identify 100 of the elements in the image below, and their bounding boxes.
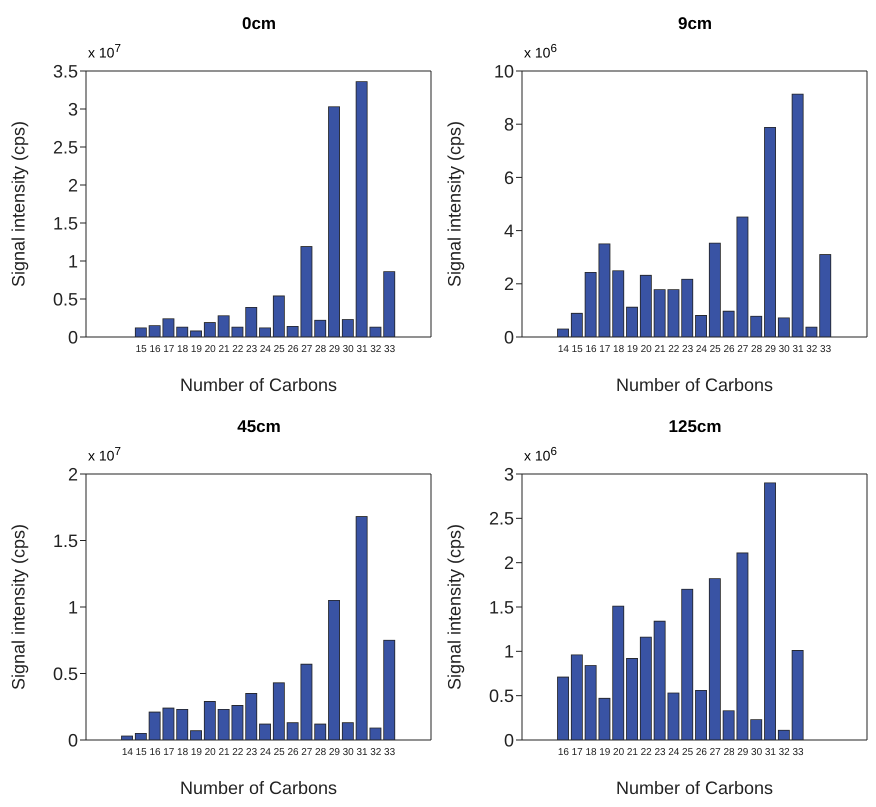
- y-tick-label: 0: [504, 327, 514, 348]
- y-axis-title: Signal intensity (cps): [444, 524, 464, 690]
- x-tick-label: 26: [723, 344, 735, 356]
- x-tick-label: 30: [342, 344, 354, 356]
- y-tick-label: 1.5: [52, 213, 78, 234]
- x-tick-label: 24: [696, 344, 708, 356]
- y-tick-label: 1.5: [488, 597, 514, 618]
- x-tick-label: 26: [287, 344, 299, 356]
- x-tick-label: 23: [654, 747, 666, 758]
- y-tick-label: 0.5: [52, 289, 78, 310]
- x-tick-label: 33: [384, 344, 396, 356]
- text: x 10$^{7}$: [88, 42, 121, 61]
- y-tick-label: 1: [68, 251, 78, 272]
- x-tick-label: 32: [778, 747, 790, 758]
- x-tick-label: 22: [232, 747, 244, 758]
- x-tick-label: 20: [613, 747, 625, 758]
- chart-title: 45cm: [236, 417, 282, 437]
- x-tick-label: 14: [558, 344, 570, 356]
- x-tick-label: 25: [274, 344, 286, 356]
- y-tick-label: 6: [504, 168, 514, 188]
- x-tick-label: 21: [654, 344, 666, 356]
- x-axis-title: Number of Carbons: [180, 778, 338, 798]
- x-tick-label: 28: [723, 747, 735, 758]
- x-tick-label: 17: [163, 747, 175, 758]
- x-tick-label: 16: [558, 747, 570, 758]
- x-axis-title: Number of Carbons: [616, 778, 774, 798]
- x-tick-label: 31: [356, 344, 368, 356]
- y-axis-title: Signal intensity (cps): [8, 120, 28, 288]
- x-tick-label: 25: [710, 344, 722, 356]
- y-tick-label: 0: [68, 730, 78, 750]
- x-tick-label: 21: [626, 747, 638, 758]
- x-tick-label: 22: [640, 747, 652, 758]
- x-tick-label: 19: [190, 344, 202, 356]
- y-tick-label: 0: [504, 730, 514, 750]
- text: x 10$^{7}$: [88, 445, 121, 464]
- x-tick-label: 24: [668, 747, 680, 758]
- x-tick-label: 32: [806, 344, 818, 356]
- y-tick-label: 10: [494, 61, 514, 82]
- x-tick-label: 31: [792, 344, 804, 356]
- x-tick-label: 30: [778, 344, 790, 356]
- y-tick-label: 3.5: [52, 61, 78, 82]
- y-axis-title: Signal intensity (cps): [8, 524, 28, 690]
- chart-title: 9cm: [676, 14, 714, 34]
- x-tick-label: 28: [315, 747, 327, 758]
- x-tick-label: 33: [384, 747, 396, 758]
- x-tick-label: 14: [122, 747, 134, 758]
- x-tick-label: 18: [177, 344, 189, 356]
- x-tick-label: 30: [751, 747, 763, 758]
- text: x 10$^{6}$: [524, 445, 557, 464]
- x-tick-label: 33: [820, 344, 832, 356]
- y-tick-label: 2: [68, 175, 78, 196]
- x-tick-label: 22: [232, 344, 244, 356]
- y-tick-label: 2.5: [52, 137, 78, 158]
- x-axis-title: Number of Carbons: [616, 375, 774, 395]
- y-tick-label: 2.5: [488, 508, 514, 529]
- x-tick-label: 31: [356, 747, 368, 758]
- y-tick-label: 1.5: [52, 530, 78, 551]
- x-tick-label: 29: [328, 747, 340, 758]
- y-tick-label: 0.5: [488, 686, 514, 706]
- x-tick-label: 19: [190, 747, 202, 758]
- x-tick-label: 16: [149, 747, 161, 758]
- x-tick-label: 20: [204, 747, 216, 758]
- x-tick-label: 27: [301, 344, 313, 356]
- x-tick-label: 27: [301, 747, 313, 758]
- x-tick-label: 27: [710, 747, 722, 758]
- x-tick-label: 24: [260, 747, 272, 758]
- x-tick-label: 17: [163, 344, 175, 356]
- x-tick-label: 31: [764, 747, 776, 758]
- x-tick-label: 23: [246, 747, 258, 758]
- y-tick-label: 2: [504, 553, 514, 574]
- x-tick-label: 22: [668, 344, 680, 356]
- y-tick-label: 2: [504, 274, 514, 294]
- x-tick-label: 20: [640, 344, 652, 356]
- x-tick-label: 28: [315, 344, 327, 356]
- x-tick-label: 16: [585, 344, 597, 356]
- chart-title: 0cm: [240, 14, 278, 34]
- x-tick-label: 17: [572, 747, 584, 758]
- x-tick-label: 26: [696, 747, 708, 758]
- x-tick-label: 30: [342, 747, 354, 758]
- x-tick-label: 19: [599, 747, 611, 758]
- x-tick-label: 29: [764, 344, 776, 356]
- x-tick-label: 17: [599, 344, 611, 356]
- x-tick-label: 15: [136, 747, 148, 758]
- x-tick-label: 28: [751, 344, 763, 356]
- y-tick-label: 8: [504, 114, 514, 135]
- x-tick-label: 18: [613, 344, 625, 356]
- x-tick-label: 25: [682, 747, 694, 758]
- x-tick-label: 21: [218, 344, 230, 356]
- x-tick-label: 24: [260, 344, 272, 356]
- chart-title: 125cm: [668, 417, 722, 437]
- x-tick-label: 21: [218, 747, 230, 758]
- text: x 10$^{6}$: [524, 42, 557, 61]
- y-tick-label: 1: [68, 597, 78, 618]
- y-axis-title: Signal intensity (cps): [444, 120, 464, 288]
- y-tick-label: 2: [68, 464, 78, 484]
- y-tick-label: 3: [504, 464, 514, 484]
- x-tick-label: 15: [136, 344, 148, 356]
- y-tick-label: 0: [68, 327, 78, 348]
- x-tick-label: 20: [204, 344, 216, 356]
- x-tick-label: 23: [682, 344, 694, 356]
